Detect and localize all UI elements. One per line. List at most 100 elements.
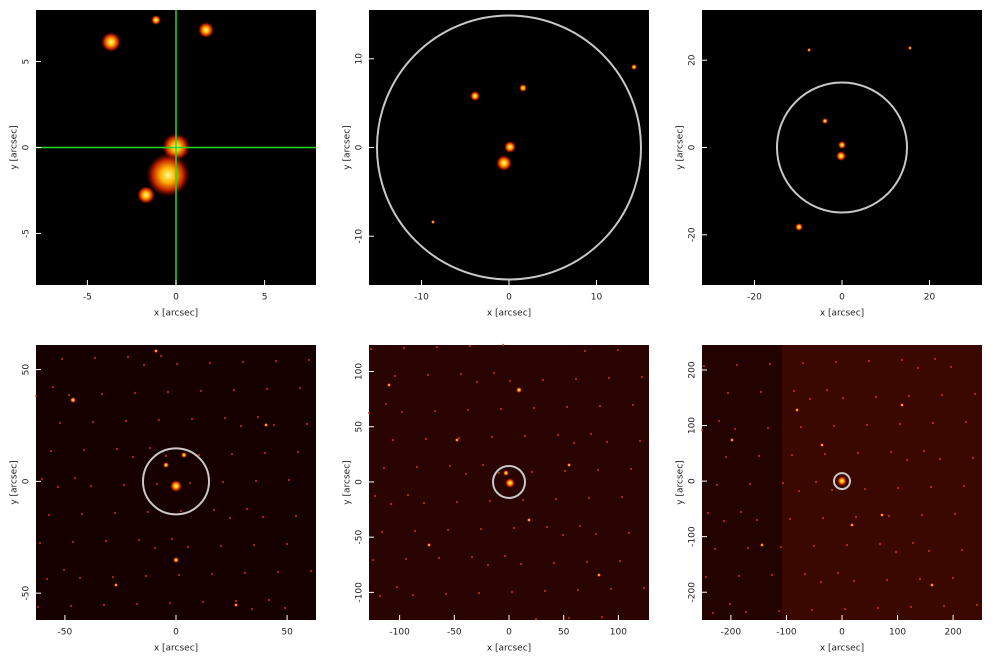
noise-speck: [759, 390, 763, 394]
noise-speck: [175, 362, 179, 366]
noise-speck: [80, 512, 84, 516]
noise-speck: [766, 426, 770, 430]
noise-speck: [82, 448, 86, 452]
noise-speck: [199, 389, 203, 393]
noise-speck: [812, 544, 816, 548]
y-axis-label: y [arcsec]: [343, 460, 353, 504]
region-circle: [142, 447, 210, 516]
x-tick-label: 100: [889, 628, 906, 638]
noise-speck: [131, 455, 135, 459]
noise-speck: [459, 372, 463, 376]
noise-speck: [953, 512, 957, 516]
noise-speck: [512, 526, 516, 530]
region-circle: [492, 464, 526, 499]
source: [900, 403, 904, 407]
noise-speck: [561, 533, 565, 537]
noise-speck: [790, 453, 794, 457]
noise-speck: [309, 569, 313, 573]
noise-speck: [975, 603, 979, 607]
noise-speck: [808, 397, 812, 401]
noise-speck: [865, 423, 869, 427]
source: [163, 462, 169, 468]
noise-speck: [746, 546, 750, 550]
noise-speck: [298, 386, 302, 390]
source: [427, 543, 431, 547]
noise-speck: [585, 560, 589, 564]
noise-speck: [889, 450, 893, 454]
x-axis-label: x [arcsec]: [154, 309, 198, 319]
source: [527, 518, 531, 522]
noise-speck: [545, 525, 549, 529]
noise-speck: [724, 455, 728, 459]
noise-speck: [51, 385, 55, 389]
noise-speck: [497, 471, 501, 475]
y-tick-label: 0: [355, 144, 365, 150]
source: [795, 408, 799, 412]
noise-speck: [34, 394, 38, 398]
noise-speck: [713, 547, 717, 551]
noise-speck: [369, 347, 373, 351]
noise-speck: [867, 359, 871, 363]
noise-speck: [400, 410, 404, 414]
source: [567, 463, 571, 467]
source: [170, 480, 182, 492]
noise-speck: [583, 349, 587, 353]
region-circle: [833, 472, 851, 491]
noise-speck: [510, 590, 514, 594]
noise-speck: [572, 441, 576, 445]
noise-speck: [256, 415, 260, 419]
noise-speck: [556, 433, 560, 437]
x-tick-label: -200: [721, 628, 742, 638]
noise-speck: [640, 375, 644, 379]
y-axis-label: y [arcsec]: [676, 460, 686, 504]
source: [930, 583, 934, 587]
noise-speck: [578, 524, 582, 528]
noise-speck: [896, 486, 900, 490]
noise-speck: [830, 488, 834, 492]
noise-speck: [148, 446, 152, 450]
x-tick-label: 200: [945, 628, 962, 638]
x-axis-label: x [arcsec]: [154, 644, 198, 654]
noise-speck: [422, 501, 426, 505]
y-tick-label: 200: [688, 361, 698, 378]
noise-speck: [170, 537, 174, 541]
panel: -10 0 10 -10 0 10 x [arcsec] y [arcsec]: [343, 10, 649, 319]
noise-speck: [825, 388, 829, 392]
source: [807, 48, 811, 52]
noise-speck: [91, 420, 95, 424]
source: [631, 64, 637, 70]
noise-speck: [856, 451, 860, 455]
noise-speck: [715, 483, 719, 487]
y-tick-label: -50: [355, 530, 365, 545]
noise-speck: [444, 592, 448, 596]
source: [795, 223, 803, 231]
source: [137, 186, 155, 204]
noise-speck: [607, 376, 611, 380]
noise-speck: [735, 363, 739, 367]
noise-speck: [728, 602, 732, 606]
noise-speck: [949, 365, 953, 369]
noise-speck: [435, 345, 439, 349]
source: [146, 153, 190, 197]
noise-speck: [389, 502, 393, 506]
noise-speck: [878, 542, 882, 546]
y-tick-label: -5: [22, 229, 32, 238]
noise-speck: [373, 494, 377, 498]
source: [822, 118, 828, 124]
noise-speck: [737, 574, 741, 578]
noise-speck: [201, 600, 205, 604]
y-tick-label: 0: [688, 144, 698, 150]
noise-speck: [159, 354, 163, 358]
noise-speck: [177, 573, 181, 577]
noise-speck: [920, 513, 924, 517]
source: [70, 397, 76, 403]
y-axis-label: y [arcsec]: [10, 125, 20, 169]
noise-speck: [144, 574, 148, 578]
noise-speck: [481, 463, 485, 467]
noise-speck: [228, 516, 232, 520]
noise-speck: [395, 585, 399, 589]
x-tick-label: 0: [506, 293, 512, 303]
x-axis-label: x [arcsec]: [820, 644, 864, 654]
y-tick-label: -100: [688, 526, 698, 547]
noise-speck: [490, 435, 494, 439]
